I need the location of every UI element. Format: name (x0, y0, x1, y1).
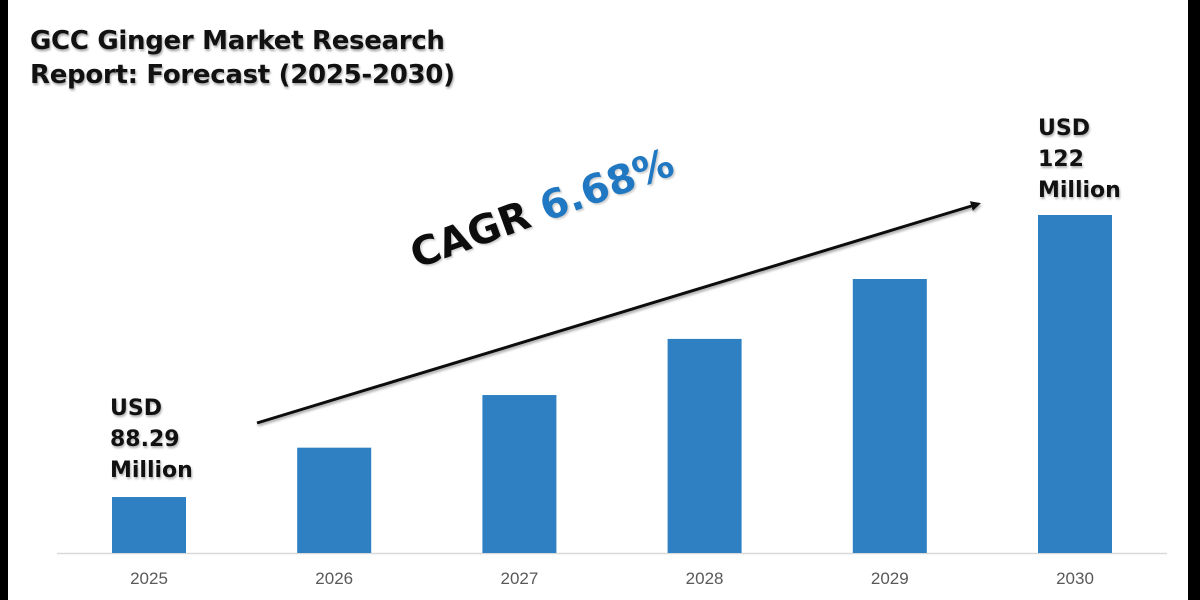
start-callout-unit: Million (110, 458, 193, 483)
end-callout-unit: Million (1038, 178, 1121, 203)
x-tick-label: 2029 (871, 569, 909, 588)
x-tick-label: 2025 (130, 569, 168, 588)
x-tick-label: 2027 (500, 569, 538, 588)
start-value-callout: USD 88.29 Million (110, 393, 193, 486)
bar-2027 (482, 395, 557, 553)
title-line-1: GCC Ginger Market Research (30, 26, 445, 56)
x-tick-label: 2028 (686, 569, 724, 588)
end-callout-value: 122 (1038, 147, 1084, 172)
bar-2025 (112, 497, 186, 553)
bar-2028 (667, 338, 742, 553)
bar-2029 (852, 279, 927, 553)
bar-2030 (1038, 215, 1112, 553)
start-callout-value: 88.29 (110, 427, 180, 452)
x-tick-label: 2026 (315, 569, 353, 588)
end-value-callout: USD 122 Million (1038, 113, 1121, 206)
chart-title: GCC Ginger Market Research Report: Forec… (30, 24, 455, 92)
x-tick-label: 2030 (1056, 569, 1094, 588)
chart-canvas: GCC Ginger Market Research Report: Forec… (8, 0, 1188, 600)
start-callout-currency: USD (110, 396, 162, 421)
title-line-2: Report: Forecast (2025-2030) (30, 60, 455, 90)
end-callout-currency: USD (1038, 116, 1090, 141)
cagr-trend-arrow (256, 201, 981, 425)
bar-2026 (297, 447, 372, 553)
